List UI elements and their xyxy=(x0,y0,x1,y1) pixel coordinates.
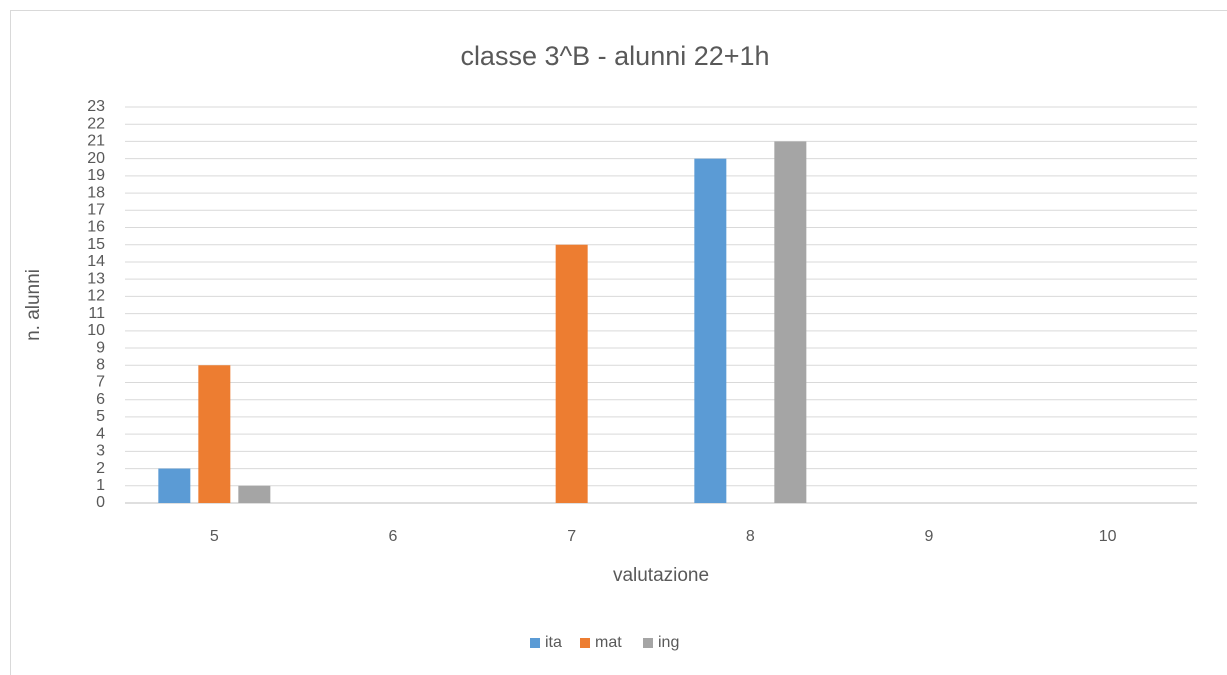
y-tick-label: 9 xyxy=(96,339,105,356)
y-tick-label: 6 xyxy=(96,391,105,408)
legend-label: ita xyxy=(545,634,562,651)
bar xyxy=(694,158,727,504)
bar xyxy=(555,244,588,503)
x-tick-label: 9 xyxy=(925,528,934,545)
bar xyxy=(774,141,807,503)
bar xyxy=(158,468,191,503)
y-tick-label: 4 xyxy=(96,425,105,442)
x-tick-label: 6 xyxy=(389,528,398,545)
y-tick-label: 21 xyxy=(87,133,105,150)
y-tick-label: 15 xyxy=(87,236,105,253)
legend-swatch xyxy=(643,638,653,648)
legend-label: mat xyxy=(595,634,622,651)
y-tick-label: 3 xyxy=(96,443,105,460)
y-tick-label: 11 xyxy=(88,305,105,322)
y-tick-label: 23 xyxy=(87,98,105,115)
x-tick-label: 8 xyxy=(746,528,755,545)
y-tick-label: 1 xyxy=(96,477,105,494)
legend-label: ing xyxy=(658,634,679,651)
y-tick-label: 2 xyxy=(96,460,105,477)
x-tick-label: 5 xyxy=(210,528,219,545)
y-tick-label: 10 xyxy=(87,322,105,339)
bar xyxy=(238,485,271,503)
y-tick-label: 22 xyxy=(87,115,105,132)
y-tick-label: 12 xyxy=(87,288,105,305)
y-tick-label: 0 xyxy=(96,494,105,511)
y-tick-label: 20 xyxy=(87,150,105,167)
y-axis-label: n. alunni xyxy=(23,269,44,341)
chart-title: classe 3^B - alunni 22+1h xyxy=(460,41,769,71)
x-tick-label: 7 xyxy=(567,528,576,545)
y-tick-label: 5 xyxy=(96,408,105,425)
bar xyxy=(198,365,231,503)
legend-swatch xyxy=(580,638,590,648)
chart-border xyxy=(10,10,1227,675)
x-axis-label: valutazione xyxy=(613,565,709,586)
y-tick-label: 8 xyxy=(96,356,105,373)
y-tick-label: 19 xyxy=(87,167,105,184)
x-tick-label: 10 xyxy=(1099,528,1117,545)
y-tick-label: 14 xyxy=(87,253,105,270)
y-tick-label: 16 xyxy=(87,219,105,236)
y-tick-label: 13 xyxy=(87,270,105,287)
y-tick-label: 7 xyxy=(96,374,105,391)
y-tick-label: 18 xyxy=(87,184,105,201)
y-tick-label: 17 xyxy=(87,202,105,219)
legend-swatch xyxy=(530,638,540,648)
